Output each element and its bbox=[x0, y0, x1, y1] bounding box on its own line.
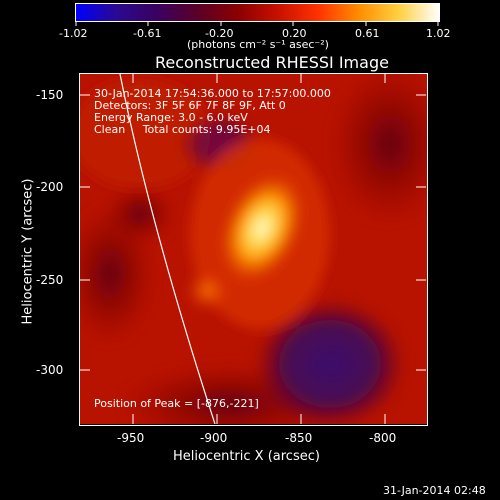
y-tick-label: -200 bbox=[36, 180, 64, 194]
x-axis-title: Heliocentric X (arcsec) bbox=[173, 449, 320, 464]
y-tick-label: -300 bbox=[36, 363, 64, 377]
rhessi-image bbox=[80, 74, 427, 424]
colorbar-unit-label: (photons cm⁻² s⁻¹ asec⁻²) bbox=[187, 38, 329, 51]
info-line-energy: Energy Range: 3.0 - 6.0 keV bbox=[94, 111, 248, 124]
peak-position: Position of Peak = [-876,-221] bbox=[94, 397, 259, 410]
info-line-counts: Clean Total counts: 9.95E+04 bbox=[94, 123, 271, 136]
y-tick-label: -250 bbox=[36, 273, 64, 287]
colorbar-tick-label: 0.61 bbox=[355, 27, 380, 40]
y-axis-title: Heliocentric Y (arcsec) bbox=[20, 178, 36, 325]
colorbar-ticks bbox=[75, 21, 439, 26]
x-tick-label: -950 bbox=[117, 431, 145, 445]
image-title: Reconstructed RHESSI Image bbox=[155, 53, 389, 72]
x-tick-label: -900 bbox=[200, 431, 228, 445]
info-line-detectors: Detectors: 3F 5F 6F 7F 8F 9F, Att 0 bbox=[94, 99, 286, 112]
info-line-time: 30-Jan-2014 17:54:36.000 to 17:57:00.000 bbox=[94, 87, 331, 100]
solar-limb bbox=[119, 74, 216, 424]
x-tick-label: -800 bbox=[369, 431, 397, 445]
colorbar-tick-label: -0.20 bbox=[205, 27, 234, 40]
x-tick-label: -850 bbox=[285, 431, 313, 445]
colorbar bbox=[75, 3, 440, 22]
colorbar-tick-label: -0.61 bbox=[133, 27, 162, 40]
y-tick-label: -150 bbox=[36, 88, 64, 102]
colorbar-tick-label: 0.20 bbox=[282, 27, 307, 40]
plot-frame bbox=[79, 73, 428, 426]
colorbar-tick-label: -1.02 bbox=[59, 27, 88, 40]
timestamp: 31-Jan-2014 02:48 bbox=[383, 484, 486, 497]
colorbar-tick-label: 1.02 bbox=[426, 27, 451, 40]
